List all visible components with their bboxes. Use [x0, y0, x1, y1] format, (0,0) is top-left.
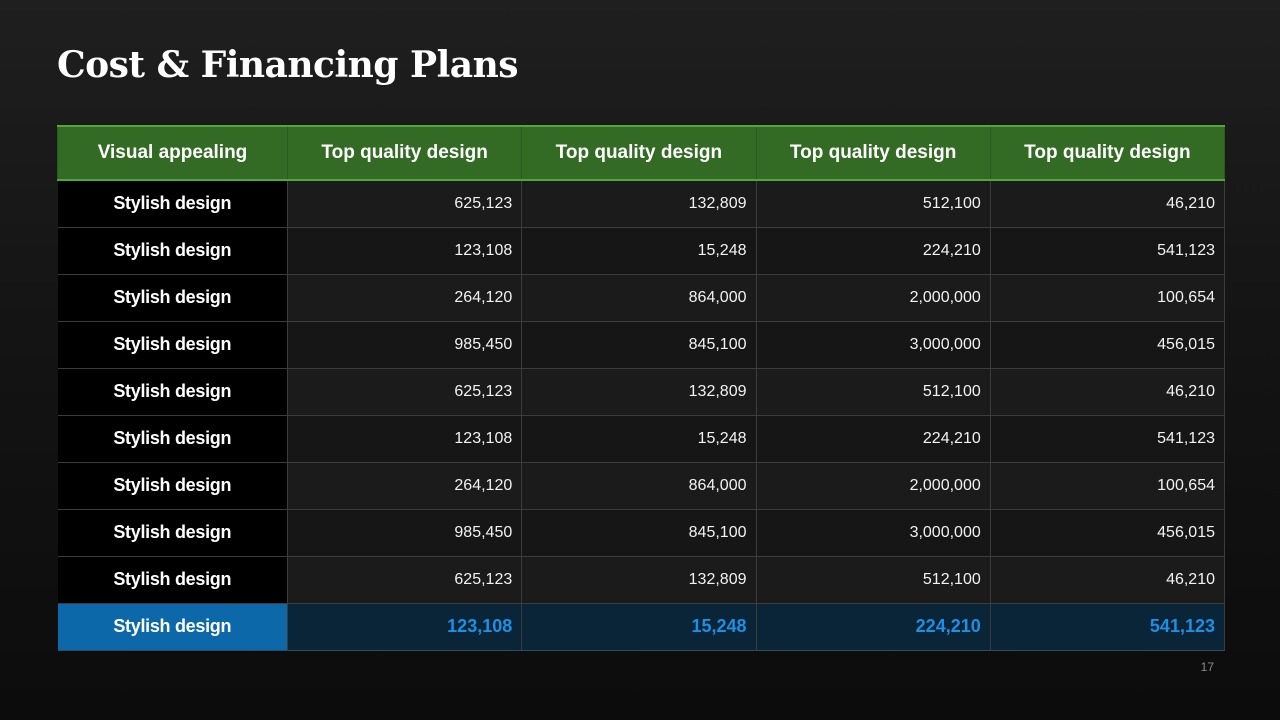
table-cell: 224,210	[755, 415, 991, 463]
total-cell: 541,123	[989, 603, 1226, 651]
table-cell: 985,450	[286, 321, 522, 369]
row-label: Stylish design	[57, 368, 288, 416]
table-row: Stylish design 123,108 15,248 224,210 54…	[57, 227, 1226, 275]
table-cell: 100,654	[989, 274, 1226, 322]
table-cell: 46,210	[989, 180, 1226, 228]
table-cell: 100,654	[989, 462, 1226, 510]
row-label: Stylish design	[57, 274, 288, 322]
table-cell: 123,108	[286, 227, 522, 275]
row-label: Stylish design	[57, 556, 288, 604]
table-cell: 132,809	[521, 180, 756, 228]
header-cell-3: Top quality design	[755, 125, 991, 181]
table-row: Stylish design 985,450 845,100 3,000,000…	[57, 321, 1226, 369]
header-cell-2: Top quality design	[521, 125, 757, 181]
table-cell: 2,000,000	[755, 274, 991, 322]
total-cell: 15,248	[521, 603, 756, 651]
table-cell: 456,015	[989, 321, 1226, 369]
table-row: Stylish design 264,120 864,000 2,000,000…	[57, 462, 1226, 510]
table-cell: 541,123	[989, 415, 1226, 463]
cost-table: Visual appealing Top quality design Top …	[57, 125, 1226, 651]
slide-title: Cost & Financing Plans	[57, 44, 519, 86]
table-cell: 864,000	[521, 462, 756, 510]
total-row: Stylish design 123,108 15,248 224,210 54…	[57, 603, 1226, 651]
table-row: Stylish design 264,120 864,000 2,000,000…	[57, 274, 1226, 322]
total-cell: 123,108	[286, 603, 522, 651]
table-cell: 2,000,000	[755, 462, 991, 510]
table-cell: 132,809	[521, 368, 756, 416]
row-label: Stylish design	[57, 509, 288, 557]
table-cell: 845,100	[521, 509, 756, 557]
table-cell: 3,000,000	[755, 509, 991, 557]
table-cell: 864,000	[521, 274, 756, 322]
row-label: Stylish design	[57, 462, 288, 510]
table-cell: 15,248	[521, 227, 756, 275]
table-cell: 224,210	[755, 227, 991, 275]
total-cell: 224,210	[755, 603, 991, 651]
table-cell: 46,210	[989, 368, 1226, 416]
table-header: Visual appealing Top quality design Top …	[57, 125, 1226, 181]
table-cell: 123,108	[286, 415, 522, 463]
table-cell: 985,450	[286, 509, 522, 557]
table-cell: 264,120	[286, 462, 522, 510]
table-row: Stylish design 625,123 132,809 512,100 4…	[57, 368, 1226, 416]
header-cell-4: Top quality design	[989, 125, 1226, 181]
table-cell: 512,100	[755, 556, 991, 604]
table-cell: 132,809	[521, 556, 756, 604]
row-label: Stylish design	[57, 321, 288, 369]
table-cell: 512,100	[755, 180, 991, 228]
table-row: Stylish design 985,450 845,100 3,000,000…	[57, 509, 1226, 557]
table-row: Stylish design 625,123 132,809 512,100 4…	[57, 556, 1226, 604]
table-cell: 456,015	[989, 509, 1226, 557]
table-cell: 3,000,000	[755, 321, 991, 369]
table-body: Stylish design 625,123 132,809 512,100 4…	[57, 180, 1226, 651]
table-row: Stylish design 625,123 132,809 512,100 4…	[57, 180, 1226, 228]
table-cell: 46,210	[989, 556, 1226, 604]
header-cell-1: Top quality design	[286, 125, 523, 181]
page-number: 17	[1200, 660, 1214, 674]
row-label: Stylish design	[57, 415, 288, 463]
table-cell: 15,248	[521, 415, 756, 463]
table-cell: 264,120	[286, 274, 522, 322]
row-label: Stylish design	[57, 227, 288, 275]
table-cell: 625,123	[286, 180, 522, 228]
table-cell: 512,100	[755, 368, 991, 416]
header-cell-label: Visual appealing	[57, 125, 288, 181]
table-cell: 541,123	[989, 227, 1226, 275]
row-label: Stylish design	[57, 180, 288, 228]
table-row: Stylish design 123,108 15,248 224,210 54…	[57, 415, 1226, 463]
table-cell: 625,123	[286, 556, 522, 604]
table-cell: 625,123	[286, 368, 522, 416]
table-cell: 845,100	[521, 321, 756, 369]
header-row: Visual appealing Top quality design Top …	[57, 125, 1226, 181]
total-row-label: Stylish design	[57, 603, 288, 651]
